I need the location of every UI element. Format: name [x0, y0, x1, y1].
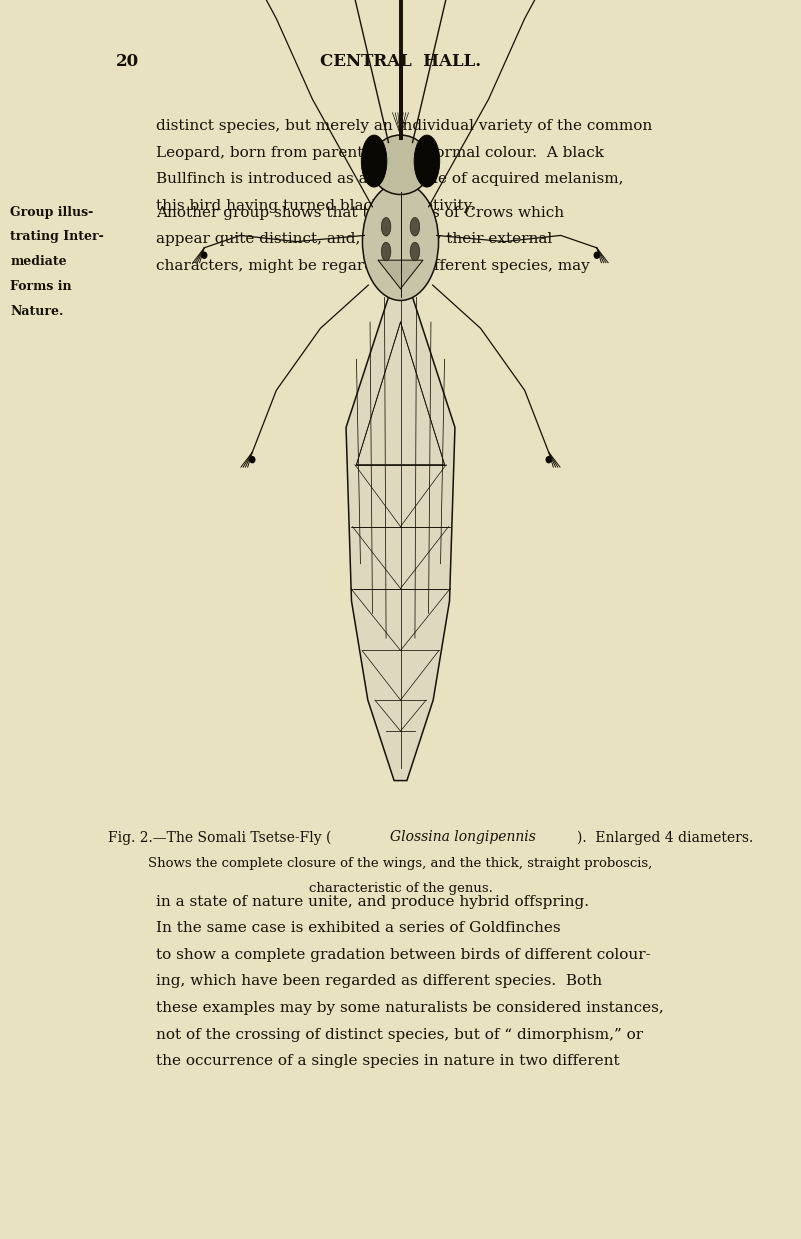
Text: Leopard, born from parents of the normal colour.  A black: Leopard, born from parents of the normal…	[156, 146, 604, 160]
Polygon shape	[346, 273, 455, 781]
Text: Glossina longipennis: Glossina longipennis	[390, 830, 536, 844]
Text: trating Inter-: trating Inter-	[10, 230, 104, 243]
Text: ).  Enlarged 4 diameters.: ). Enlarged 4 diameters.	[577, 830, 753, 845]
Text: to show a complete gradation between birds of different colour-: to show a complete gradation between bir…	[156, 948, 651, 961]
Text: In the same case is exhibited a series of Goldfinches: In the same case is exhibited a series o…	[156, 922, 561, 935]
Text: Bullfinch is introduced as an example of acquired melanism,: Bullfinch is introduced as an example of…	[156, 172, 624, 186]
Text: 20: 20	[116, 53, 139, 71]
Ellipse shape	[370, 135, 431, 195]
Text: distinct species, but merely an individual variety of the common: distinct species, but merely an individu…	[156, 119, 653, 133]
Text: ing, which have been regarded as different species.  Both: ing, which have been regarded as differe…	[156, 974, 602, 989]
Text: the occurrence of a single species in nature in two different: the occurrence of a single species in na…	[156, 1054, 620, 1068]
Ellipse shape	[381, 243, 391, 261]
Ellipse shape	[361, 135, 387, 187]
Ellipse shape	[201, 252, 207, 259]
Text: Group illus-: Group illus-	[10, 206, 94, 218]
Text: in a state of nature unite, and produce hybrid offspring.: in a state of nature unite, and produce …	[156, 895, 590, 908]
Ellipse shape	[362, 183, 439, 301]
Ellipse shape	[545, 456, 552, 463]
Text: appear quite distinct, and, judged by their external: appear quite distinct, and, judged by th…	[156, 233, 553, 247]
Text: characters, might be regarded as different species, may: characters, might be regarded as differe…	[156, 259, 590, 273]
Text: Fig. 2.—The Somali Tsetse-Fly (: Fig. 2.—The Somali Tsetse-Fly (	[108, 830, 332, 845]
Text: these examples may by some naturalists be considered instances,: these examples may by some naturalists b…	[156, 1001, 664, 1015]
Ellipse shape	[594, 252, 600, 259]
Text: Shows the complete closure of the wings, and the thick, straight proboscis,: Shows the complete closure of the wings,…	[148, 857, 653, 870]
Text: mediate: mediate	[10, 255, 67, 268]
Ellipse shape	[414, 135, 440, 187]
Text: this bird having turned black in captivity.: this bird having turned black in captivi…	[156, 199, 475, 213]
Ellipse shape	[249, 456, 256, 463]
Polygon shape	[378, 260, 423, 289]
Text: characteristic of the genus.: characteristic of the genus.	[308, 882, 493, 895]
Text: Nature.: Nature.	[10, 305, 64, 317]
Ellipse shape	[410, 243, 420, 261]
Text: Another group shows that two forms of Crows which: Another group shows that two forms of Cr…	[156, 206, 565, 219]
Ellipse shape	[381, 218, 391, 237]
Text: not of the crossing of distinct species, but of “ dimorphism,” or: not of the crossing of distinct species,…	[156, 1028, 643, 1042]
Text: CENTRAL  HALL.: CENTRAL HALL.	[320, 53, 481, 71]
Text: Forms in: Forms in	[10, 280, 72, 292]
Ellipse shape	[410, 218, 420, 237]
